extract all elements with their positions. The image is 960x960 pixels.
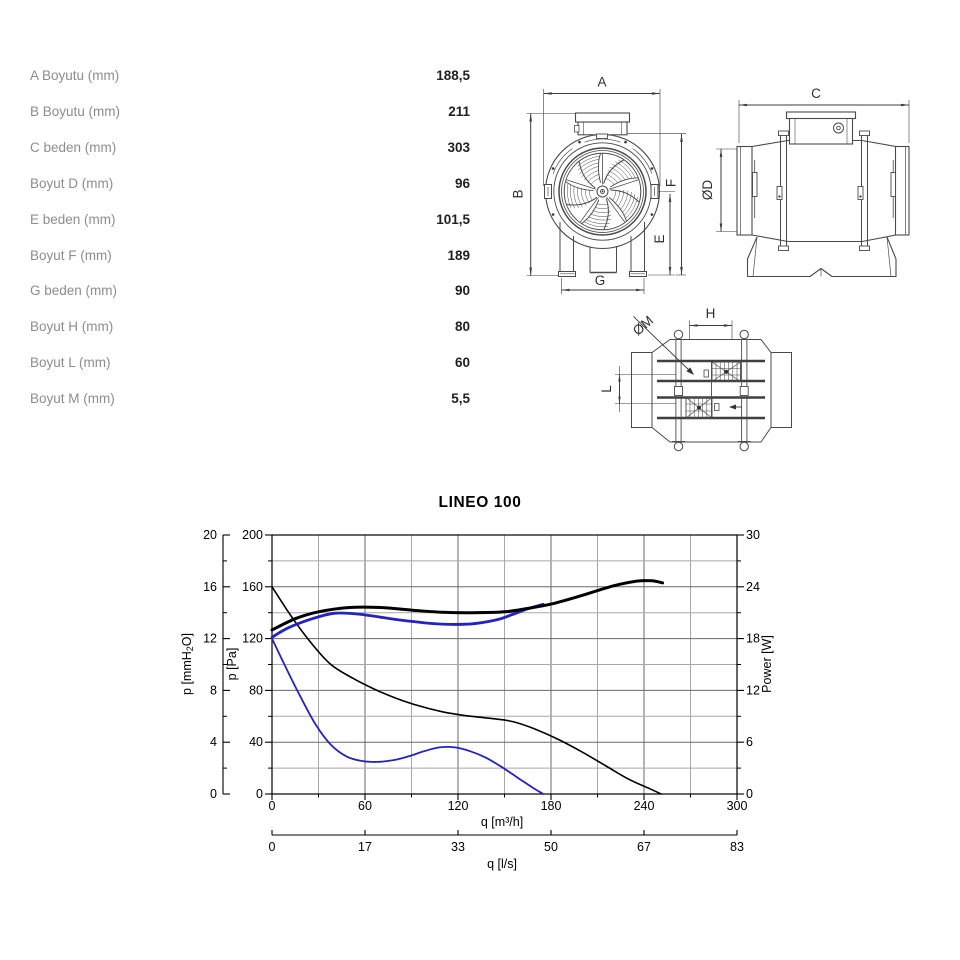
svg-text:16: 16 [203, 580, 217, 594]
svg-text:0: 0 [269, 840, 276, 854]
svg-text:p [Pa]: p [Pa] [225, 648, 239, 681]
svg-text:p [mmH2O]: p [mmH2O] [180, 633, 195, 695]
svg-text:A: A [597, 75, 606, 90]
svg-text:4: 4 [210, 735, 217, 749]
svg-text:300: 300 [727, 799, 748, 813]
svg-text:B: B [511, 189, 526, 198]
svg-text:17: 17 [358, 840, 372, 854]
svg-text:60: 60 [358, 799, 372, 813]
svg-text:240: 240 [634, 799, 655, 813]
svg-text:0: 0 [269, 799, 276, 813]
svg-text:q [m³/h]: q [m³/h] [481, 815, 523, 829]
svg-text:80: 80 [249, 683, 263, 697]
svg-text:F: F [664, 179, 679, 187]
svg-text:180: 180 [541, 799, 562, 813]
svg-text:120: 120 [448, 799, 469, 813]
svg-text:G: G [595, 273, 606, 288]
svg-text:67: 67 [637, 840, 651, 854]
svg-text:0: 0 [210, 787, 217, 801]
svg-text:LINEO 100: LINEO 100 [439, 494, 522, 511]
svg-text:8: 8 [210, 683, 217, 697]
svg-text:20: 20 [203, 528, 217, 542]
svg-text:30: 30 [746, 528, 760, 542]
svg-text:33: 33 [451, 840, 465, 854]
svg-text:120: 120 [242, 632, 263, 646]
svg-text:200: 200 [242, 528, 263, 542]
svg-text:160: 160 [242, 580, 263, 594]
svg-text:0: 0 [746, 787, 753, 801]
svg-text:18: 18 [746, 632, 760, 646]
svg-text:83: 83 [730, 840, 744, 854]
svg-text:q [l/s]: q [l/s] [487, 857, 517, 871]
svg-text:50: 50 [544, 840, 558, 854]
svg-text:40: 40 [249, 735, 263, 749]
svg-text:0: 0 [256, 787, 263, 801]
svg-text:L: L [599, 385, 614, 393]
svg-text:H: H [706, 306, 716, 321]
svg-text:ØD: ØD [700, 180, 715, 201]
svg-text:E: E [652, 234, 667, 243]
svg-text:Power [W]: Power [W] [760, 635, 774, 693]
svg-text:6: 6 [746, 735, 753, 749]
svg-text:24: 24 [746, 580, 760, 594]
svg-text:12: 12 [746, 683, 760, 697]
svg-text:C: C [811, 86, 821, 101]
svg-text:12: 12 [203, 632, 217, 646]
